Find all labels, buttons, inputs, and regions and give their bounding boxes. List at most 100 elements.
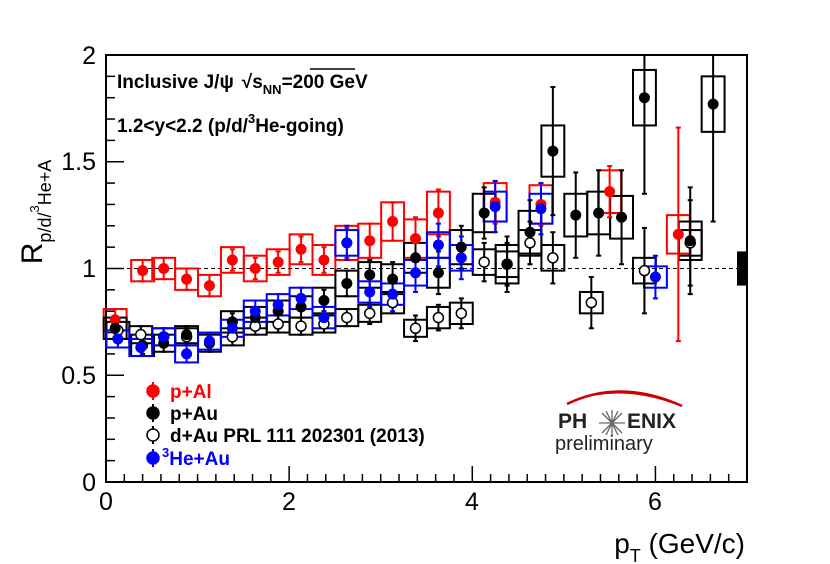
data-point (604, 186, 616, 198)
data-point (226, 322, 238, 334)
data-point (409, 322, 422, 335)
data-point (364, 286, 376, 298)
data-point (387, 216, 399, 228)
data-point (432, 207, 444, 219)
global-uncertainty-box (737, 251, 747, 286)
data-point (387, 288, 399, 300)
data-point (410, 252, 422, 264)
data-point (638, 264, 651, 277)
data-point (181, 273, 193, 285)
data-point (341, 237, 353, 249)
data-point (112, 333, 124, 345)
data-point (684, 235, 696, 247)
data-point (181, 348, 193, 360)
phenix-logo: PH ENIX preliminary (555, 390, 683, 455)
legend-marker (146, 451, 160, 465)
data-point (524, 226, 536, 238)
data-point (387, 273, 399, 285)
data-point (585, 296, 598, 309)
y-tick-label: 2 (82, 42, 96, 70)
data-point (135, 341, 147, 353)
data-point (272, 256, 284, 268)
data-point (707, 98, 719, 110)
data-point (547, 252, 559, 264)
legend-label-p-al: p+Al (170, 382, 212, 403)
data-point (432, 239, 444, 251)
y-axis-label: Rp/d/3He+A (16, 160, 55, 264)
legend: p+Al p+Au d+Au PRL 111 202301 (2013) 3He… (146, 382, 425, 470)
data-point (249, 305, 261, 317)
data-point (137, 265, 149, 277)
data-point (489, 201, 501, 213)
chart-title: Inclusive J/ψ √sNN=200 GeV (117, 72, 368, 97)
data-point (158, 263, 170, 274)
legend-marker (146, 406, 160, 420)
data-point (478, 207, 490, 219)
x-tick-label: 2 (282, 488, 296, 516)
x-tick-labels: 0 2 4 6 (99, 488, 662, 516)
data-point (410, 267, 422, 279)
x-tick-label: 6 (648, 488, 662, 516)
starburst-icon (599, 410, 625, 436)
error-bars (112, 54, 716, 364)
chart-subtitle: 1.2<y<2.2 (p/d/3He-going) (117, 111, 344, 137)
data-point (432, 267, 444, 279)
systematic-boxes (102, 68, 726, 364)
data-point (547, 145, 559, 157)
data-point (363, 307, 376, 320)
legend-marker (146, 384, 160, 398)
logo-subtitle: preliminary (555, 433, 653, 455)
data-point (535, 203, 547, 215)
data-point (203, 280, 215, 292)
data-point (203, 335, 215, 347)
data-point (295, 292, 307, 304)
y-tick-label: 1 (82, 255, 96, 283)
x-tick-label: 0 (99, 488, 113, 516)
data-point (593, 207, 605, 219)
data-point (226, 254, 238, 266)
data-point (364, 269, 376, 281)
data-point (341, 277, 353, 289)
data-point (570, 209, 582, 221)
data-point (109, 322, 121, 334)
x-axis-label: pT (GeV/c) (614, 528, 745, 564)
logo-arc-inner (574, 392, 677, 405)
data-point (501, 258, 513, 270)
data-point (524, 237, 536, 249)
data-point (249, 263, 261, 274)
data-point (318, 295, 330, 307)
x-tick-label: 4 (465, 488, 479, 516)
data-point (455, 307, 468, 320)
data-point (649, 271, 661, 283)
legend-label-p-au: p+Au (170, 404, 218, 425)
data-point (318, 254, 330, 266)
logo-text-right: ENIX (627, 410, 676, 433)
data-point (272, 299, 284, 311)
data-point (295, 243, 307, 255)
axis-ticks (105, 54, 748, 483)
legend-markers (146, 382, 160, 467)
y-tick-label: 0.5 (61, 362, 96, 390)
data-point (638, 92, 650, 104)
data-point (318, 312, 330, 324)
legend-label-he-au: 3He+Au (162, 445, 230, 470)
legend-marker (146, 428, 160, 442)
data-point (181, 329, 193, 341)
data-point (135, 328, 147, 341)
data-point (455, 252, 467, 264)
data-point (432, 311, 445, 324)
data-point (158, 331, 170, 343)
logo-text-left: PH (558, 410, 587, 433)
legend-label-d-au: d+Au PRL 111 202301 (2013) (170, 426, 425, 447)
data-points (109, 92, 719, 360)
data-point (364, 235, 376, 247)
data-point (455, 241, 467, 253)
y-tick-label: 1.5 (61, 148, 96, 176)
data-point (478, 256, 490, 268)
data-point (410, 233, 422, 245)
y-tick-labels: 0 0.5 1 1.5 2 (61, 42, 96, 497)
data-point (295, 320, 307, 332)
data-point (616, 211, 628, 223)
data-point (272, 318, 284, 330)
